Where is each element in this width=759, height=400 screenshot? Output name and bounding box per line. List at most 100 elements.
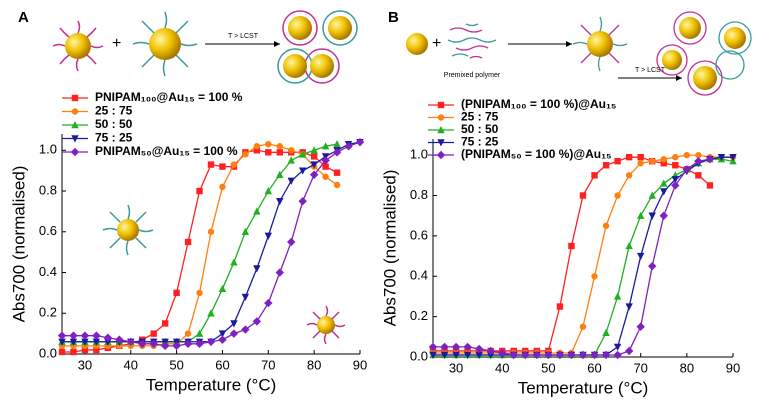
marker [509, 350, 518, 360]
marker [428, 342, 438, 352]
marker [636, 211, 645, 219]
marker [579, 192, 587, 199]
illustration-label: T > LCST [228, 33, 259, 40]
marker [672, 162, 679, 169]
marker [196, 187, 203, 195]
marker [230, 161, 238, 168]
marker [207, 228, 215, 235]
marker [463, 351, 472, 359]
marker [298, 167, 307, 175]
legend-marker [70, 147, 80, 157]
x-axis-label: Temperature (°C) [518, 378, 649, 397]
marker [648, 212, 656, 220]
marker [474, 344, 484, 354]
marker [625, 172, 633, 179]
marker [486, 346, 495, 356]
marker [195, 339, 204, 349]
marker [717, 153, 726, 162]
marker [671, 181, 680, 190]
marker [276, 149, 283, 156]
marker [172, 341, 181, 351]
marker [683, 151, 691, 159]
marker [310, 161, 318, 169]
marker [706, 182, 714, 189]
y-tick-label: 0.0 [410, 348, 428, 363]
marker [218, 284, 227, 293]
marker [230, 258, 238, 266]
marker [636, 252, 645, 261]
marker [184, 330, 192, 337]
marker [625, 303, 633, 311]
marker [184, 238, 192, 246]
series-line [433, 158, 711, 356]
marker [440, 342, 449, 352]
legend-marker [71, 94, 79, 102]
marker [310, 153, 318, 160]
y-axis-label: Abs700 (normalised) [380, 170, 399, 327]
legend-label: PNIPAM₅₀@Au₁₅ = 100 % [95, 144, 238, 158]
marker [241, 325, 250, 334]
legend-marker [437, 139, 445, 147]
marker [275, 268, 284, 277]
marker [672, 153, 679, 161]
marker [276, 143, 283, 150]
marker [614, 158, 621, 165]
marker [498, 348, 507, 358]
marker [579, 323, 587, 330]
marker [649, 158, 656, 165]
x-tick-label: 30 [449, 360, 463, 375]
marker [333, 169, 341, 176]
marker [321, 156, 330, 165]
marker [81, 338, 89, 346]
y-tick-label: 0.4 [39, 264, 57, 279]
marker [69, 338, 78, 346]
marker [287, 177, 295, 185]
y-tick-label: 0.6 [410, 227, 428, 242]
illustration-b: + [406, 11, 752, 96]
marker [229, 329, 239, 338]
marker [321, 142, 330, 150]
marker [625, 241, 633, 250]
marker [475, 351, 483, 359]
x-tick-label: 90 [726, 360, 740, 375]
marker [138, 339, 147, 349]
marker [57, 331, 67, 340]
marker [69, 331, 78, 340]
y-tick-label: 0.0 [39, 345, 57, 360]
y-tick-label: 0.8 [39, 182, 57, 197]
marker [729, 153, 737, 162]
marker [115, 335, 124, 344]
legend-marker [436, 150, 446, 160]
marker [333, 140, 341, 148]
marker [276, 170, 284, 178]
x-tick-label: 80 [307, 357, 321, 372]
marker [591, 172, 598, 179]
legend-marker [437, 126, 445, 134]
marker [276, 198, 284, 206]
x-tick-label: 60 [587, 360, 601, 375]
marker [264, 187, 273, 195]
marker [613, 292, 622, 300]
marker [265, 149, 272, 156]
marker [567, 350, 576, 360]
marker [219, 183, 226, 191]
marker [219, 163, 226, 170]
legend-label: (PNIPAM₅₀ = 100 %)@Au₁₅ [461, 147, 612, 161]
x-tick-label: 50 [169, 357, 183, 372]
marker [218, 335, 227, 344]
marker [601, 350, 611, 360]
plus: + [112, 35, 121, 52]
marker [660, 188, 668, 196]
marker [196, 289, 203, 297]
marker [568, 242, 575, 250]
y-tick-label: 1.0 [410, 147, 428, 162]
marker [344, 142, 353, 151]
legend-label: 25 : 75 [461, 110, 499, 124]
marker [648, 191, 656, 199]
x-tick-label: 70 [261, 357, 275, 372]
marker [310, 146, 318, 154]
marker [637, 153, 644, 161]
marker [636, 322, 645, 331]
marker [332, 148, 342, 157]
